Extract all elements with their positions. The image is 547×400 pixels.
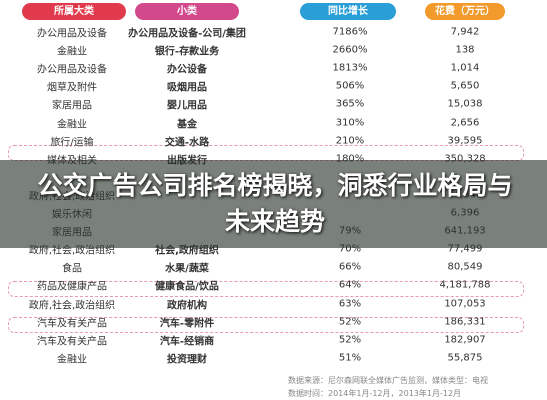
- table-cell: 办公用品及设备: [37, 28, 107, 40]
- table-cell: 80,549: [447, 261, 483, 273]
- header-cell: 同比增长: [300, 3, 396, 20]
- footer-note: 数据时间：2014年1月-12月，2013年1月-12月: [288, 389, 462, 398]
- highlight-box: [8, 281, 524, 297]
- highlight-box: [8, 317, 524, 333]
- overlay-band: [0, 160, 547, 248]
- table-cell: 社会,政府组织: [155, 245, 219, 257]
- table-cell: 汽车-经销商: [159, 336, 215, 348]
- table-cell: 2,656: [450, 117, 480, 128]
- table-cell: 15,038: [447, 98, 483, 110]
- header-cell: 所属大类: [22, 3, 126, 20]
- table-cell: 506%: [335, 80, 365, 92]
- table-cell: 182,907: [444, 334, 486, 346]
- overlay-title: 公交广告公司排名榜揭晓，洞悉行业格局与未来趋势: [37, 171, 513, 236]
- table-cell: 70%: [338, 243, 362, 255]
- table-cell: 吸烟用品: [167, 82, 207, 94]
- table-cell: 办公用品及设备: [37, 64, 107, 76]
- table-cell: 1813%: [332, 62, 368, 74]
- table-cell: 5,650: [450, 80, 480, 92]
- footer-note: 数据来源：尼尔森网联全媒体广告监测，媒体类型：电视: [288, 376, 488, 385]
- table-cell: 7186%: [332, 26, 368, 38]
- table-cell: 52%: [338, 334, 362, 346]
- table-cell: 138: [455, 44, 475, 56]
- table-cell: 金融业: [57, 354, 87, 366]
- table-cell: 64%: [338, 279, 362, 291]
- table-cell: 汽车-零附件: [159, 318, 215, 330]
- table-cell: 365%: [335, 98, 365, 110]
- table-cell: 烟草及附件: [47, 82, 97, 94]
- table-cell: 39,595: [447, 135, 483, 147]
- table-cell: 办公用品及设备-公司/集团: [128, 28, 246, 40]
- table-cell: 210%: [335, 135, 365, 147]
- table-cell: 婴儿用品: [167, 100, 207, 112]
- table-cell: 63%: [338, 298, 362, 309]
- table-cell: 52%: [338, 316, 362, 328]
- table-cell: 食品: [62, 263, 82, 275]
- table-cell: 1,014: [450, 62, 480, 74]
- table-cell: 家居用品: [52, 100, 92, 112]
- table-cell: 310%: [335, 117, 365, 128]
- table-cell: 旅行/运输: [50, 137, 94, 149]
- table-cell: 186,331: [444, 316, 486, 328]
- header-cell: 花费（万元）: [425, 3, 505, 20]
- table-cell: 政府,社会,政治组织: [28, 245, 116, 257]
- table-cell: 77,499: [447, 243, 483, 255]
- table-cell: 180%: [335, 153, 365, 165]
- table-cell: 健康食品/饮品: [155, 281, 219, 293]
- table-cell: 投资理财: [167, 354, 207, 366]
- table-cell: 4,181,788: [439, 279, 491, 291]
- table-cell: 交通-水路: [164, 137, 210, 149]
- table-cell: 66%: [338, 261, 362, 273]
- table-cell: 2660%: [332, 44, 368, 56]
- table-cell: 7,942: [450, 26, 480, 38]
- table-cell: 107,053: [444, 298, 486, 309]
- table-cell: 政府机构: [167, 300, 207, 311]
- table-cell: 金融业: [57, 119, 87, 130]
- table-cell: 55,875: [447, 352, 483, 364]
- table-cell: 基金: [177, 119, 197, 130]
- table-cell: 350,328: [444, 153, 486, 165]
- table-cell: 政府,社会,政治组织: [28, 300, 116, 311]
- table-cell: 银行-存款业务: [154, 46, 220, 58]
- table-cell: 金融业: [57, 46, 87, 58]
- table-cell: 51%: [338, 352, 362, 364]
- table-cell: 汽车及有关产品: [37, 336, 107, 348]
- table-cell: 水果/蔬菜: [165, 263, 209, 275]
- table-cell: 汽车及有关产品: [37, 318, 107, 330]
- table-cell: 办公设备: [167, 64, 207, 76]
- header-cell: 小类: [135, 3, 239, 20]
- table-cell: 药品及健康产品: [37, 281, 107, 293]
